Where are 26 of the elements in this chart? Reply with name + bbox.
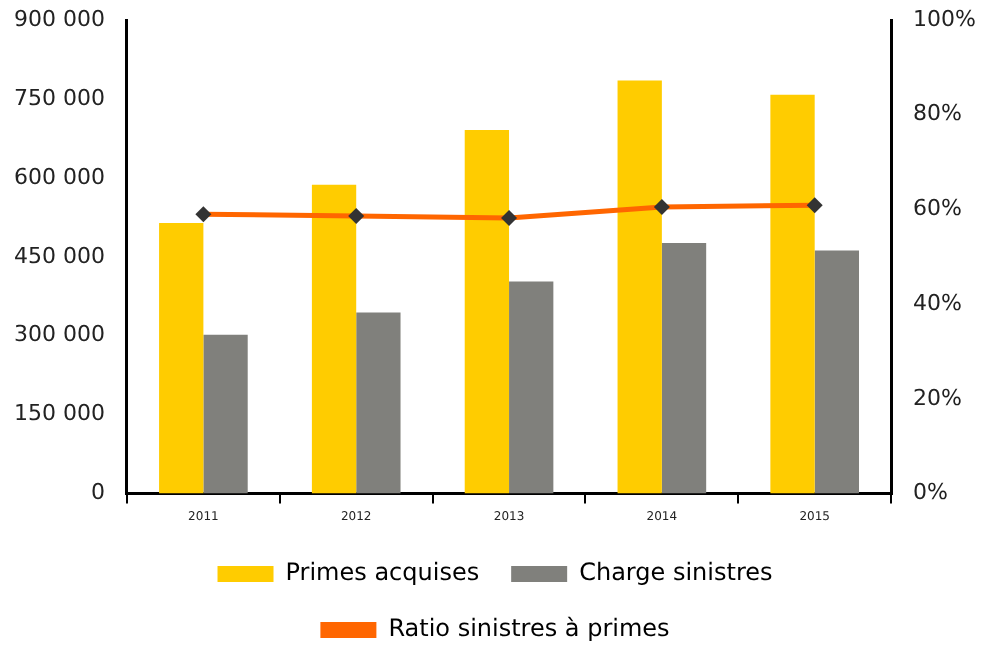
y-tick-label: 600 000 — [13, 163, 105, 190]
y-tick-label: 450 000 — [13, 242, 105, 269]
bar — [661, 243, 707, 494]
y-tick-label: 150 000 — [13, 400, 105, 427]
bar — [814, 250, 860, 494]
y2-tick-label: 40% — [913, 289, 963, 316]
bar — [464, 129, 510, 494]
bar — [203, 334, 248, 494]
y-tick-label: 750 000 — [13, 84, 105, 111]
bar — [617, 80, 662, 494]
bar — [159, 223, 204, 494]
y2-tick-label: 100% — [913, 5, 977, 32]
y-tick-label: 900 000 — [13, 5, 105, 32]
legend-label: Charge sinistres — [579, 558, 773, 587]
legend-label: Ratio sinistres à primes — [388, 614, 670, 643]
y2-tick-label: 60% — [913, 195, 963, 222]
y-tick-label: 0 — [90, 479, 105, 506]
y-tick-label: 300 000 — [13, 321, 105, 348]
y2-tick-label: 80% — [913, 100, 963, 127]
legend-label: Primes acquises — [285, 558, 480, 587]
bar — [509, 281, 554, 494]
bar — [311, 184, 357, 494]
bar — [356, 312, 401, 494]
y2-tick-label: 20% — [913, 384, 963, 411]
y2-tick-label: 0% — [913, 479, 949, 506]
bar — [770, 94, 815, 494]
